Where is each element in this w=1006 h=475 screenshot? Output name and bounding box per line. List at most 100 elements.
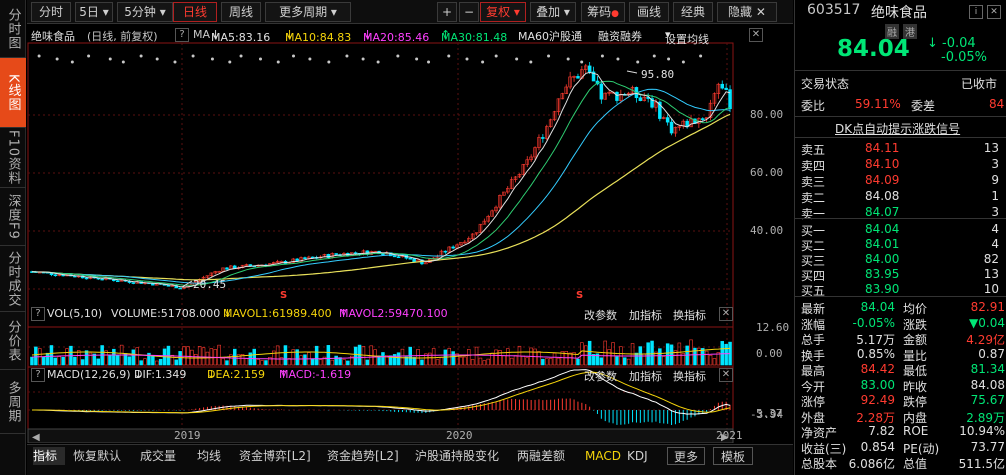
event-marker[interactable] <box>415 57 419 61</box>
event-marker[interactable] <box>529 60 533 64</box>
event-marker[interactable] <box>210 57 214 61</box>
setting-ma-button[interactable]: 设置均线 ▾ <box>665 28 709 46</box>
period-5min-button[interactable]: 5分钟 ▾ <box>117 2 173 22</box>
vol-jiazhibiao-button[interactable]: 加指标 <box>629 309 662 322</box>
tab-depth[interactable]: 深度F9 <box>0 188 26 246</box>
period-fenshi-button[interactable]: 分时 <box>31 2 71 22</box>
event-marker[interactable] <box>228 60 232 64</box>
event-marker[interactable] <box>55 57 59 61</box>
buy-row[interactable]: 买三 84.00 82 <box>795 251 1006 269</box>
event-marker[interactable] <box>361 57 365 61</box>
period-more-button[interactable]: 更多周期 ▾ <box>265 2 351 22</box>
event-marker[interactable] <box>327 60 331 64</box>
macd-huanzhibiao-button[interactable]: 换指标 <box>673 370 706 383</box>
event-marker[interactable] <box>259 57 263 61</box>
event-marker[interactable] <box>494 54 498 58</box>
event-marker[interactable] <box>681 60 685 64</box>
tab-liangrong[interactable]: 两融差额 <box>517 449 566 463</box>
vol-close-icon[interactable]: ✕ <box>719 307 733 321</box>
event-marker[interactable] <box>566 57 570 61</box>
sell-row[interactable]: 卖一 84.07 3 <box>795 204 1006 222</box>
diejia-button[interactable]: 叠加 ▾ <box>530 2 576 22</box>
event-marker[interactable] <box>239 54 243 58</box>
yincang-button[interactable]: 隐藏 ✕ <box>717 2 777 22</box>
event-marker[interactable] <box>636 60 640 64</box>
jingdian-button[interactable]: 经典 <box>673 2 713 22</box>
period-5day-button[interactable]: 5日 ▾ <box>75 2 113 22</box>
tab-zijinqushi[interactable]: 资金趋势[L2] <box>327 449 399 463</box>
event-marker[interactable] <box>155 57 159 61</box>
event-marker[interactable] <box>699 54 703 58</box>
period-daily-button[interactable]: 日线 <box>173 2 217 22</box>
tab-chengjiaoliang[interactable]: 成交量 <box>140 449 177 463</box>
sell-row[interactable]: 卖五 84.11 13 <box>795 140 1006 158</box>
huaxian-button[interactable]: 画线 <box>629 2 669 22</box>
rongzi-button[interactable]: 融资融券 <box>598 30 642 43</box>
close-icon[interactable]: ✕ <box>749 28 763 42</box>
tab-hugutong[interactable]: 沪股通持股变化 <box>415 449 500 463</box>
macd-gaican-button[interactable]: 改参数 <box>584 370 617 383</box>
buy-row[interactable]: 买一 84.04 4 <box>795 221 1006 239</box>
event-marker[interactable] <box>376 60 380 64</box>
dk-signal-link[interactable]: DK点自动提示涨跌信号 <box>835 122 961 136</box>
macd-close-icon[interactable]: ✕ <box>719 368 733 382</box>
event-marker[interactable] <box>276 60 280 64</box>
event-marker[interactable] <box>427 60 431 64</box>
sell-row[interactable]: 卖三 84.09 9 <box>795 172 1006 190</box>
event-marker[interactable] <box>291 54 295 58</box>
event-marker[interactable] <box>345 54 349 58</box>
vol-huanzhibiao-button[interactable]: 换指标 <box>673 309 706 322</box>
tab-kline[interactable]: K线图 <box>0 58 26 128</box>
event-marker[interactable] <box>465 57 469 61</box>
event-marker[interactable] <box>308 57 312 61</box>
event-marker[interactable] <box>87 54 91 58</box>
tab-zijinboyi[interactable]: 资金博弈[L2] <box>239 449 311 463</box>
event-marker[interactable] <box>139 54 143 58</box>
event-marker[interactable] <box>580 60 584 64</box>
info-icon[interactable]: i <box>969 5 983 19</box>
chouma-button[interactable]: 筹码● <box>581 2 625 22</box>
tab-fenjiabiao[interactable]: 分价表 <box>0 312 26 370</box>
buy-row[interactable]: 买二 84.01 4 <box>795 236 1006 254</box>
tab-more[interactable]: 更多 <box>667 447 705 465</box>
tab-huifu[interactable]: 恢复默认 <box>73 449 122 463</box>
event-marker[interactable] <box>652 54 656 58</box>
vol-help-icon[interactable]: ? <box>31 307 45 321</box>
tab-macd[interactable]: MACD <box>585 449 621 463</box>
event-marker[interactable] <box>173 60 177 64</box>
tab-zhibiao[interactable]: 指标 <box>33 447 65 465</box>
event-marker[interactable] <box>667 57 671 61</box>
event-marker[interactable] <box>616 57 620 61</box>
buy-row[interactable]: 买五 83.90 10 <box>795 281 1006 299</box>
sell-row[interactable]: 卖二 84.08 1 <box>795 188 1006 206</box>
period-weekly-button[interactable]: 周线 <box>221 2 261 22</box>
tab-duozhouqi[interactable]: 多周期 <box>0 370 26 434</box>
tab-junxian[interactable]: 均线 <box>197 449 222 463</box>
event-marker[interactable] <box>481 60 485 64</box>
macd-help-icon[interactable]: ? <box>31 368 45 382</box>
close-icon[interactable]: ✕ <box>987 5 1001 19</box>
zoom-out-button[interactable]: − <box>459 2 479 22</box>
vol-gaican-button[interactable]: 改参数 <box>584 309 617 322</box>
event-marker[interactable] <box>70 60 74 64</box>
tab-f10[interactable]: F10资料 <box>0 128 26 188</box>
event-marker[interactable] <box>447 54 451 58</box>
event-marker[interactable] <box>515 57 519 61</box>
tab-template[interactable]: 模板 <box>713 447 753 465</box>
kline-chart[interactable]: ◀ ▶ <box>27 25 770 443</box>
event-marker[interactable] <box>121 60 125 64</box>
event-marker[interactable] <box>396 54 400 58</box>
help-icon[interactable]: ? <box>175 28 189 42</box>
tab-kdj[interactable]: KDJ <box>627 449 648 463</box>
fuquan-button[interactable]: 复权 ▾ <box>480 2 526 22</box>
macd-jiazhibiao-button[interactable]: 加指标 <box>629 370 662 383</box>
event-marker[interactable] <box>108 57 112 61</box>
event-marker[interactable] <box>547 54 551 58</box>
sell-row[interactable]: 卖四 84.10 3 <box>795 156 1006 174</box>
buy-row[interactable]: 买四 83.95 13 <box>795 266 1006 284</box>
zoom-in-button[interactable]: + <box>437 2 457 22</box>
tab-fenshi[interactable]: 分时图 <box>0 0 26 58</box>
event-marker[interactable] <box>37 54 41 58</box>
event-marker[interactable] <box>600 54 604 58</box>
tab-fenshi-chengjiao[interactable]: 分时成交 <box>0 246 26 312</box>
